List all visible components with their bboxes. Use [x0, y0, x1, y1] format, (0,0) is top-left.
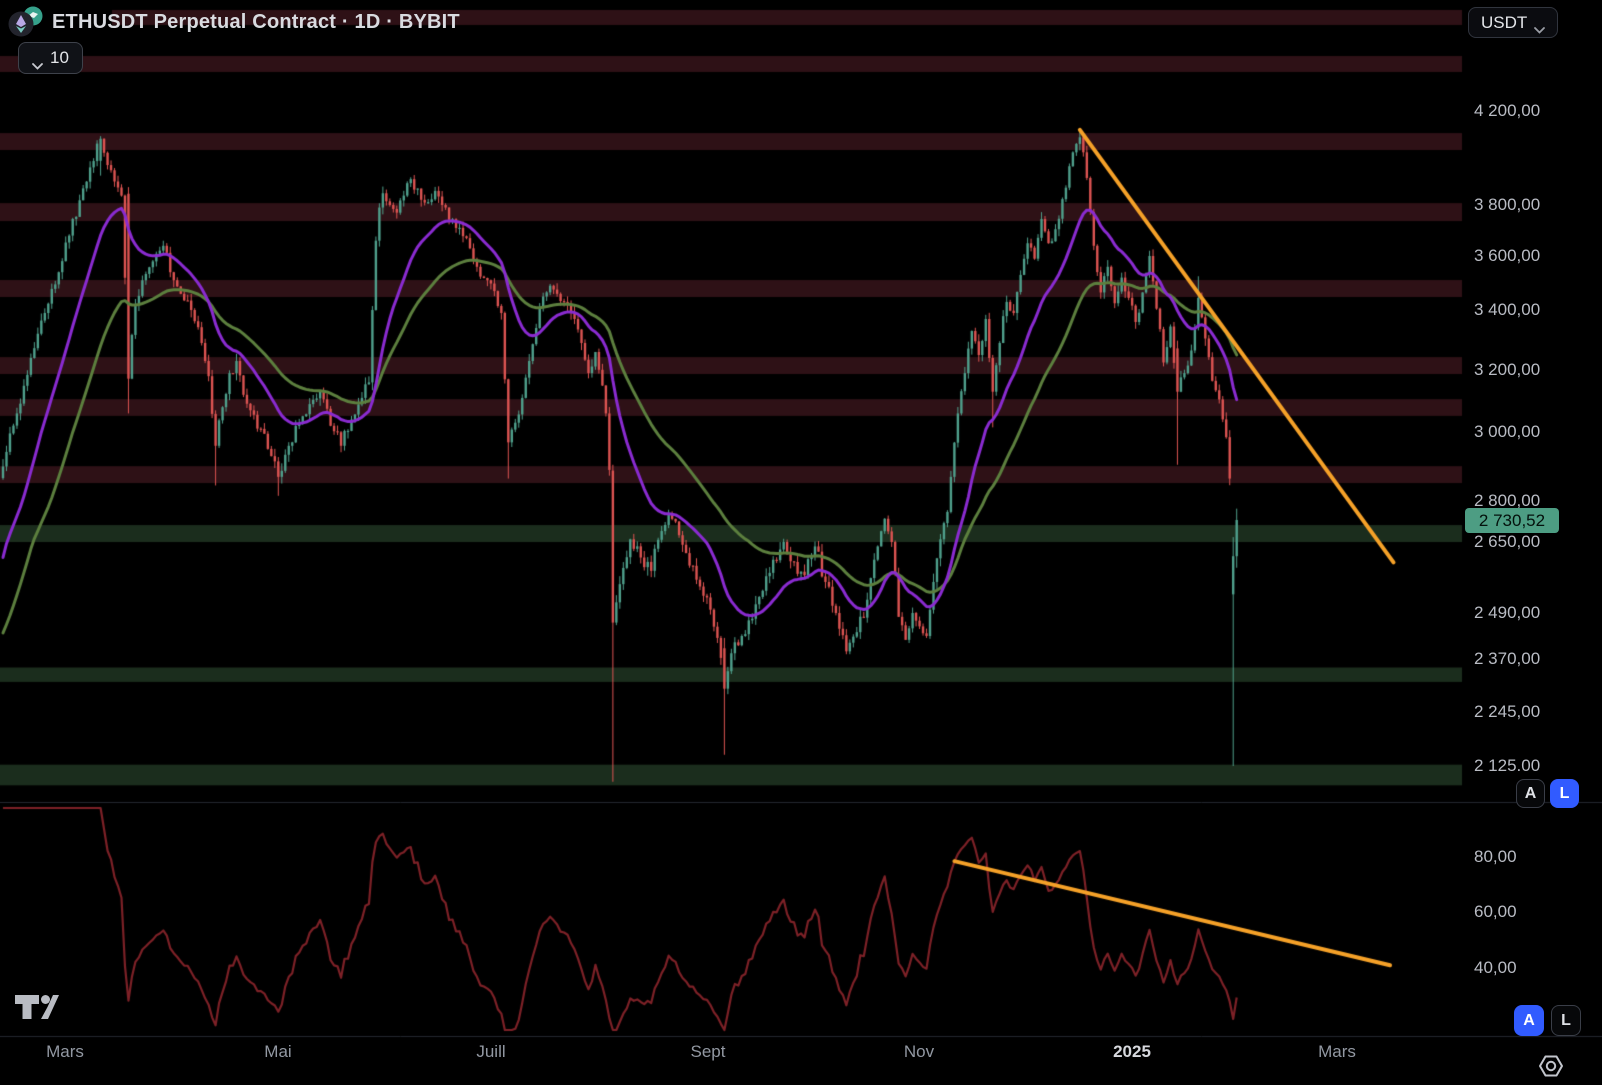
currency-selector[interactable]: USDT: [1468, 7, 1558, 38]
rsi-tick-label: 60,00: [1474, 902, 1517, 921]
price-tick-label: 3 000,00: [1474, 422, 1541, 441]
time-tick-label: Sept: [690, 1042, 726, 1061]
tradingview-logo[interactable]: [13, 992, 61, 1027]
price-tick-label: 3 200,00: [1474, 360, 1541, 379]
symbol-title: ETHUSDT Perpetual Contract · 1D · BYBIT: [52, 10, 460, 33]
price-tick-label: 2 370,00: [1474, 649, 1541, 668]
last-price-label: 2 730,52: [1465, 508, 1559, 533]
price-tick-label: 2 490,00: [1474, 603, 1541, 622]
legend-collapse-button[interactable]: 10: [18, 42, 83, 74]
price-tick-label: 2 125.00: [1474, 756, 1541, 775]
settings-icon[interactable]: [1536, 1052, 1566, 1085]
price-tick-label: 3 400,00: [1474, 300, 1541, 319]
time-tick-label: Juill: [476, 1042, 506, 1061]
rsi-pane-l-button[interactable]: L: [1551, 1005, 1581, 1036]
time-tick-label: Nov: [903, 1042, 935, 1061]
chevron-down-icon: [1534, 19, 1546, 34]
price-tick-label: 2 800,00: [1474, 491, 1541, 510]
price-pane-a-button[interactable]: A: [1516, 779, 1545, 808]
price-tick-label: 4 200,00: [1474, 101, 1541, 120]
price-tick-label: 2 245,00: [1474, 702, 1541, 721]
collapsed-count-label: 10: [50, 48, 69, 67]
time-tick-label: Mars: [46, 1042, 84, 1061]
price-tick-label: 3 800,00: [1474, 195, 1541, 214]
chevron-down-icon: [32, 55, 43, 70]
time-tick-label: 2025: [1113, 1042, 1151, 1061]
time-tick-label: Mars: [1318, 1042, 1356, 1061]
symbol-icon: [8, 6, 44, 38]
price-tick-label: 3 600,00: [1474, 246, 1541, 265]
currency-label: USDT: [1481, 12, 1528, 32]
price-pane-l-button[interactable]: L: [1550, 779, 1579, 808]
time-tick-label: Mai: [264, 1042, 292, 1061]
price-tick-label: 2 650,00: [1474, 532, 1541, 551]
rsi-tick-label: 40,00: [1474, 958, 1517, 977]
rsi-tick-label: 80,00: [1474, 847, 1517, 866]
rsi-pane-a-button[interactable]: A: [1514, 1005, 1544, 1036]
chart-legend: ETHUSDT Perpetual Contract · 1D · BYBIT: [8, 6, 460, 38]
